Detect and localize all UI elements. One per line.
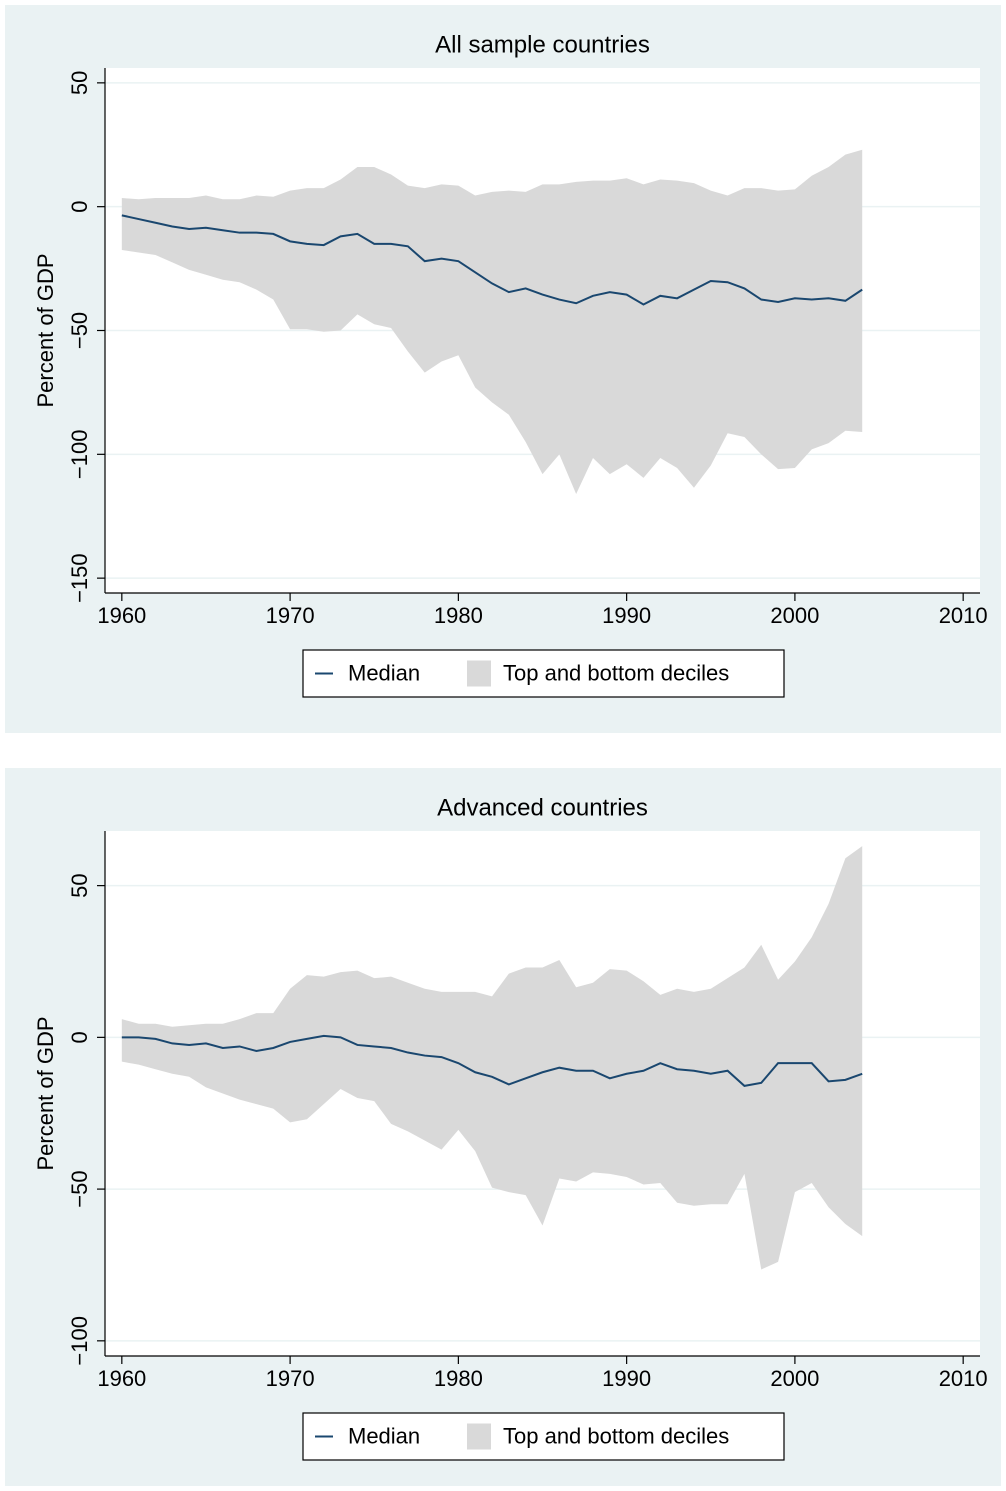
x-tick-label: 1960	[97, 1366, 146, 1391]
x-tick-label: 1970	[266, 1366, 315, 1391]
legend-label: Top and bottom deciles	[503, 1423, 729, 1448]
legend-box	[302, 1412, 785, 1461]
legend-label: Median	[348, 660, 420, 685]
x-tick-label: 2010	[939, 603, 988, 628]
y-tick-label: −50	[67, 312, 92, 349]
decile-band	[121, 846, 863, 1270]
y-tick-label: 50	[67, 71, 92, 95]
x-tick-label: 1990	[602, 603, 651, 628]
legend-label: Top and bottom deciles	[503, 660, 729, 685]
x-tick-label: 1980	[434, 1366, 483, 1391]
y-tick-label: 0	[67, 1031, 92, 1043]
x-tick-label: 1970	[266, 603, 315, 628]
x-tick-label: 1960	[97, 603, 146, 628]
y-tick-label: 0	[67, 201, 92, 213]
x-tick-label: 2000	[770, 1366, 819, 1391]
y-tick-label: −100	[67, 1316, 92, 1366]
median-line	[121, 1034, 863, 1087]
legend-swatch	[467, 660, 491, 687]
y-axis-label: Percent of GDP	[33, 253, 58, 407]
legend-label: Median	[348, 1423, 420, 1448]
x-tick-label: 2010	[939, 1366, 988, 1391]
median-line	[121, 214, 863, 306]
x-tick-label: 1990	[602, 1366, 651, 1391]
y-tick-label: 50	[67, 873, 92, 897]
legend-box	[302, 649, 785, 698]
x-tick-label: 1980	[434, 603, 483, 628]
decile-band	[121, 149, 863, 494]
legend-swatch	[467, 1423, 491, 1450]
chart-title: All sample countries	[435, 31, 650, 58]
chart-title: Advanced countries	[437, 794, 648, 821]
y-tick-label: −150	[67, 553, 92, 603]
y-axis-label: Percent of GDP	[33, 1016, 58, 1170]
x-tick-label: 2000	[770, 603, 819, 628]
y-tick-label: −50	[67, 1170, 92, 1207]
y-tick-label: −100	[67, 430, 92, 480]
